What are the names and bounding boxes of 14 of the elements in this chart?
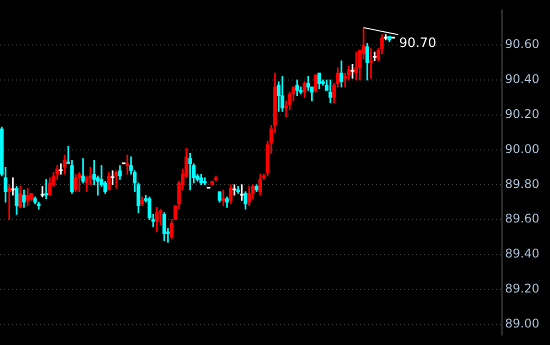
y-tick-label: 90.40: [505, 72, 540, 86]
candlestick: [350, 64, 354, 79]
y-tick-label: 90.00: [505, 142, 540, 156]
y-tick-label: 89.20: [505, 282, 540, 296]
candlestick: [40, 186, 44, 198]
y-tick-label: 90.60: [505, 37, 540, 52]
candlestick: [81, 158, 85, 184]
annotation: 90.70: [399, 36, 436, 52]
y-tick-label: 89.80: [505, 176, 540, 191]
y-tick-label: 89.00: [505, 316, 540, 330]
y-tick-label: 89.60: [505, 212, 540, 226]
candlestick: [369, 48, 373, 79]
y-tick-label: 89.40: [505, 246, 540, 261]
y-tick-label: 90.20: [505, 107, 540, 122]
